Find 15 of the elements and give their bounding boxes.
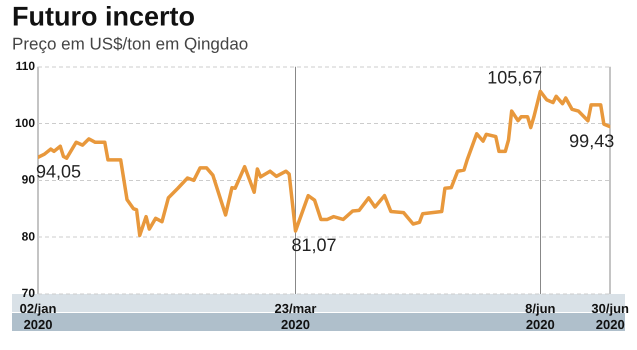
data-label: 94,05	[36, 161, 82, 182]
data-label: 99,43	[569, 130, 614, 151]
x-tick-label: 8/jun 2020	[525, 301, 556, 332]
y-tick-label: 70	[22, 286, 36, 300]
chart-subtitle: Preço em US$/ton em Qingdao	[12, 34, 248, 54]
y-tick-label: 90	[22, 172, 36, 187]
x-tick-label: 02/jan 2020	[20, 301, 57, 332]
chart-title: Futuro incerto	[12, 2, 195, 32]
x-tick-label: 23/mar 2020	[274, 301, 316, 332]
data-label: 81,07	[292, 234, 337, 255]
y-tick-label: 80	[22, 229, 36, 244]
y-tick-label: 110	[16, 59, 36, 74]
data-label: 105,67	[487, 67, 542, 88]
x-tick-label: 30/jun 2020	[591, 301, 630, 332]
y-tick-label: 100	[14, 116, 36, 130]
